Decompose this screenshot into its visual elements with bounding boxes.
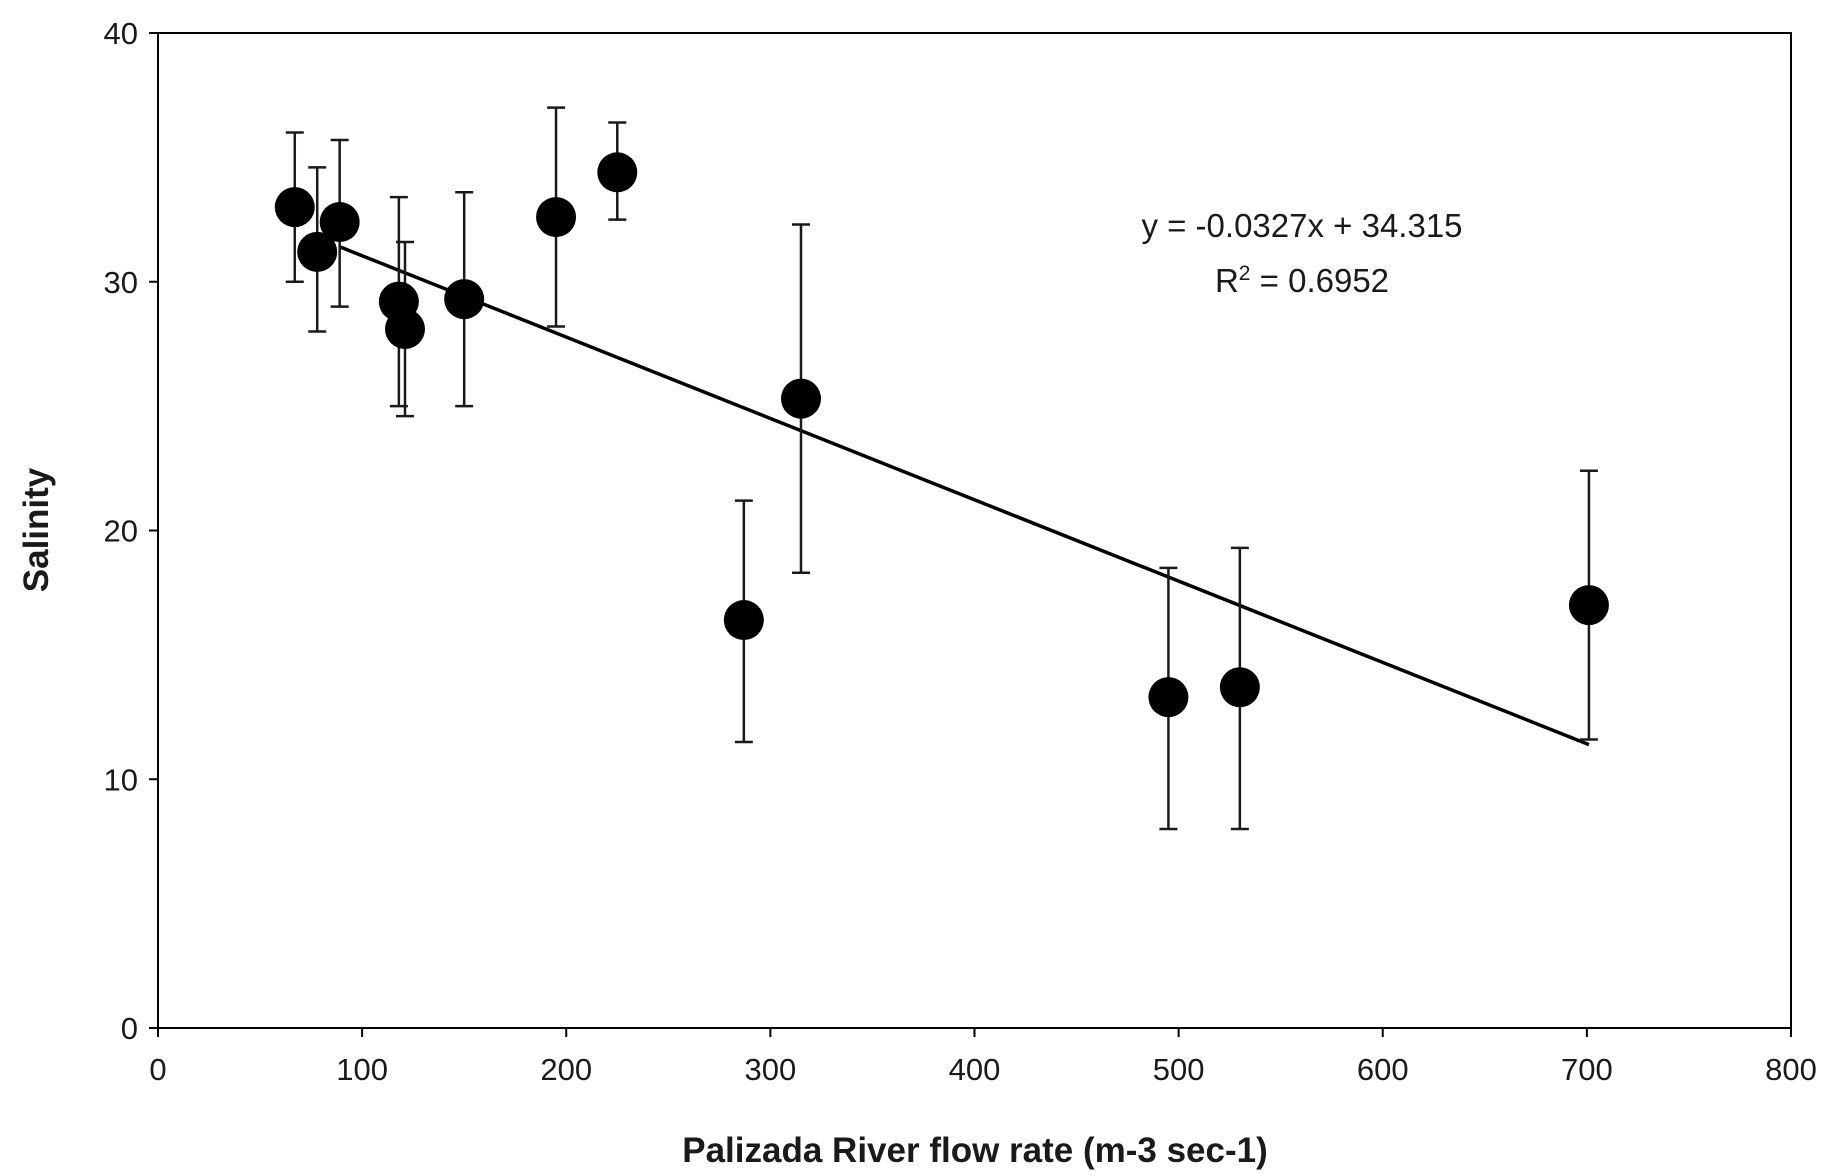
x-tick-label: 300 [745,1052,797,1087]
x-tick-label: 0 [149,1052,166,1087]
data-point [444,279,485,320]
x-tick-label: 200 [540,1052,592,1087]
data-point [780,378,821,419]
x-tick-label: 600 [1357,1052,1409,1087]
data-point [274,187,315,228]
y-axis-ticks: 0 10 20 30 40 [104,16,158,1046]
data-point [1568,585,1609,626]
data-point [536,197,577,238]
data-point [1219,667,1260,708]
x-tick-label: 100 [336,1052,388,1087]
data-point [319,202,360,243]
data-point-layer [274,152,1609,718]
y-tick-label: 20 [104,514,138,549]
x-axis-ticks: 0 100 200 300 400 500 600 700 800 [149,1028,1817,1087]
y-tick-label: 30 [104,265,138,300]
y-tick-label: 40 [104,16,138,51]
plot-area-frame [157,32,1792,1029]
trendline-layer [339,245,1590,747]
x-axis-title: Palizada River flow rate (m-3 sec-1) [682,1131,1268,1170]
y-tick-label: 10 [104,762,138,797]
data-point [297,231,338,272]
y-axis-title: Salinity [17,467,56,592]
trendline-equation: y = -0.0327x + 34.315 [1141,207,1462,244]
data-point [723,600,764,641]
data-point [1148,677,1189,718]
trendline [339,245,1590,747]
x-tick-label: 800 [1765,1052,1817,1087]
data-point [384,309,425,350]
x-tick-label: 500 [1153,1052,1205,1087]
data-point [597,152,638,193]
r-squared-label: R2 = 0.6952 [1215,262,1389,299]
x-tick-label: 400 [949,1052,1001,1087]
x-tick-label: 700 [1561,1052,1613,1087]
y-tick-label: 0 [121,1011,138,1046]
